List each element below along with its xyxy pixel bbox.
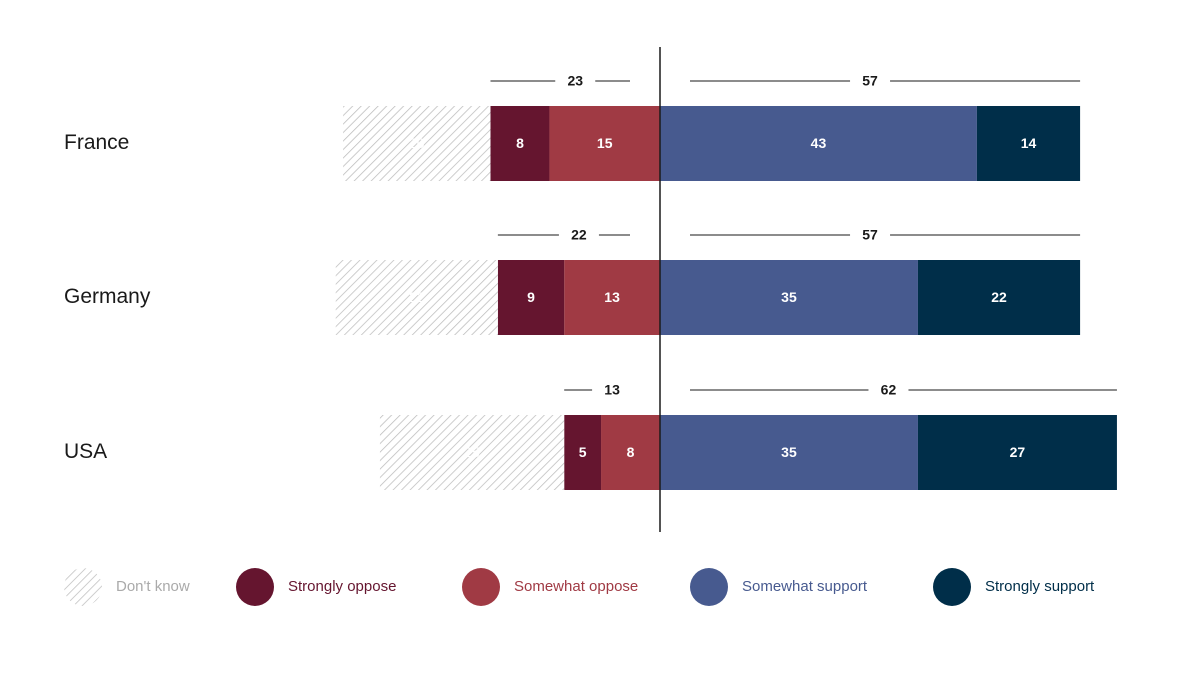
value-label: 20 — [409, 135, 425, 151]
total-label: 57 — [862, 73, 878, 89]
value-label: 43 — [811, 135, 827, 151]
value-label: 27 — [1010, 444, 1026, 460]
bar-segment — [564, 260, 660, 335]
value-label: 35 — [781, 289, 797, 305]
legend-label: Somewhat support — [742, 578, 868, 595]
category-label: USA — [64, 440, 107, 463]
category-label: Germany — [64, 285, 151, 308]
total-label: 62 — [881, 382, 897, 398]
bar-segment — [379, 415, 565, 490]
bar-segment — [917, 415, 1117, 490]
bar-segment — [490, 106, 550, 181]
value-label: 9 — [527, 289, 535, 305]
value-label: 22 — [991, 289, 1007, 305]
bar-segment — [549, 106, 660, 181]
legend-label: Strongly support — [985, 578, 1095, 595]
value-label: 14 — [1021, 135, 1037, 151]
category-label: France — [64, 131, 129, 154]
label-bg — [868, 382, 909, 398]
legend-swatch — [690, 568, 728, 606]
value-label: 13 — [604, 289, 620, 305]
bar-segment — [343, 106, 491, 181]
bar-segment — [497, 260, 565, 335]
legend-swatch — [462, 568, 500, 606]
value-label: 25 — [464, 444, 480, 460]
value-label: 8 — [627, 444, 635, 460]
bar-segment — [564, 415, 602, 490]
label-bg — [558, 227, 599, 243]
legend-swatch — [64, 568, 102, 606]
bar-segment — [660, 260, 918, 335]
total-label: 13 — [604, 382, 620, 398]
legend-label: Don't know — [116, 578, 190, 595]
label-bg — [850, 227, 891, 243]
bar-segment — [660, 415, 918, 490]
bar-segment — [917, 260, 1081, 335]
bar-segment — [335, 260, 498, 335]
total-label: 57 — [862, 227, 878, 243]
value-label: 15 — [597, 135, 613, 151]
value-label: 22 — [409, 289, 425, 305]
bar-segment — [660, 106, 977, 181]
bar-segment — [976, 106, 1081, 181]
legend-label: Strongly oppose — [288, 578, 396, 595]
value-label: 35 — [781, 444, 797, 460]
bar-segment — [601, 415, 660, 490]
value-label: 8 — [516, 135, 524, 151]
legend-swatch — [236, 568, 274, 606]
total-label: 23 — [567, 73, 583, 89]
value-label: 5 — [579, 444, 587, 460]
label-bg — [555, 73, 596, 89]
label-bg — [850, 73, 891, 89]
label-bg — [592, 382, 633, 398]
legend-swatch — [933, 568, 971, 606]
legend-label: Somewhat oppose — [514, 578, 638, 595]
total-label: 22 — [571, 227, 587, 243]
